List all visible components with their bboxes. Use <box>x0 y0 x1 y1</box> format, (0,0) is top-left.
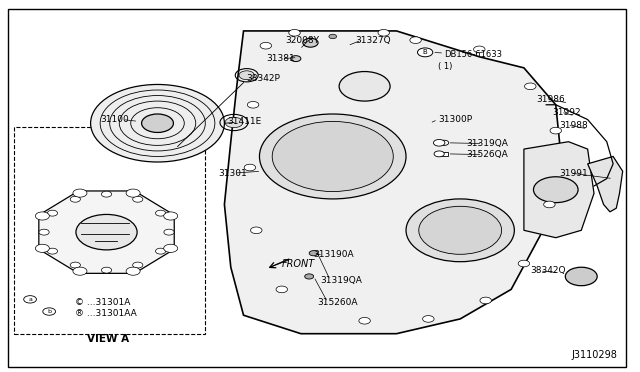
Circle shape <box>126 189 140 197</box>
Text: ® ...31301AA: ® ...31301AA <box>75 309 136 318</box>
Text: 38342Q: 38342Q <box>531 266 566 275</box>
Circle shape <box>47 210 58 216</box>
Circle shape <box>70 262 81 268</box>
Circle shape <box>565 267 597 286</box>
Text: 31992: 31992 <box>552 108 581 117</box>
Text: b: b <box>47 309 51 314</box>
Circle shape <box>307 38 314 42</box>
Circle shape <box>378 29 390 36</box>
Circle shape <box>101 267 111 273</box>
Circle shape <box>126 267 140 275</box>
Circle shape <box>525 83 536 90</box>
Circle shape <box>43 308 56 315</box>
Text: 31301: 31301 <box>218 169 247 177</box>
Text: 31988: 31988 <box>559 121 588 129</box>
Circle shape <box>70 196 81 202</box>
Circle shape <box>433 140 445 146</box>
Circle shape <box>480 297 492 304</box>
Circle shape <box>91 84 225 162</box>
Circle shape <box>303 38 318 47</box>
Circle shape <box>47 248 58 254</box>
Circle shape <box>272 121 394 192</box>
Circle shape <box>164 229 174 235</box>
Circle shape <box>276 286 287 293</box>
Circle shape <box>305 274 314 279</box>
Circle shape <box>406 199 515 262</box>
Circle shape <box>291 56 301 62</box>
Circle shape <box>534 177 578 203</box>
Circle shape <box>73 189 87 197</box>
Circle shape <box>76 214 137 250</box>
Text: B: B <box>423 49 428 55</box>
Circle shape <box>39 229 49 235</box>
Circle shape <box>474 46 485 53</box>
Circle shape <box>417 48 433 57</box>
Circle shape <box>259 114 406 199</box>
Text: 32008Y: 32008Y <box>285 36 319 45</box>
Text: 315260A: 315260A <box>317 298 357 307</box>
Circle shape <box>550 127 561 134</box>
Text: ( 1): ( 1) <box>438 61 452 71</box>
Circle shape <box>440 140 449 145</box>
Circle shape <box>35 244 49 252</box>
Circle shape <box>518 260 530 267</box>
Circle shape <box>141 114 173 132</box>
Text: © ...31301A: © ...31301A <box>75 298 130 307</box>
Text: 313190A: 313190A <box>314 250 355 259</box>
Text: 31327Q: 31327Q <box>355 36 390 45</box>
Circle shape <box>422 315 434 322</box>
Text: VIEW A: VIEW A <box>88 334 129 344</box>
Text: 31381: 31381 <box>266 54 294 63</box>
Circle shape <box>24 296 36 303</box>
Bar <box>14 127 205 334</box>
Circle shape <box>132 196 143 202</box>
Circle shape <box>309 251 318 256</box>
Text: 31526QA: 31526QA <box>467 150 508 159</box>
Bar <box>440 152 448 156</box>
Circle shape <box>247 102 259 108</box>
Circle shape <box>239 71 254 80</box>
Circle shape <box>289 29 300 36</box>
Text: 31986: 31986 <box>537 95 565 104</box>
Circle shape <box>244 164 255 171</box>
Circle shape <box>260 42 271 49</box>
Circle shape <box>419 206 502 254</box>
Text: 38342P: 38342P <box>246 74 280 83</box>
Polygon shape <box>524 142 594 238</box>
Polygon shape <box>39 191 174 273</box>
Circle shape <box>250 227 262 234</box>
Text: a: a <box>28 297 32 302</box>
Circle shape <box>132 262 143 268</box>
Circle shape <box>73 267 87 275</box>
Polygon shape <box>225 31 562 334</box>
Text: 31319QA: 31319QA <box>320 276 362 285</box>
Circle shape <box>35 212 49 220</box>
Polygon shape <box>588 157 623 212</box>
Circle shape <box>359 317 371 324</box>
Text: J3110298: J3110298 <box>572 350 618 360</box>
Text: DB156-61633: DB156-61633 <box>444 51 502 60</box>
Circle shape <box>329 34 337 39</box>
Circle shape <box>164 212 178 220</box>
Circle shape <box>156 210 166 216</box>
Circle shape <box>434 151 444 157</box>
Circle shape <box>164 244 178 252</box>
Text: 31300P: 31300P <box>438 115 472 124</box>
Circle shape <box>101 191 111 197</box>
Text: FRONT: FRONT <box>282 259 315 269</box>
Circle shape <box>543 201 555 208</box>
Circle shape <box>339 71 390 101</box>
Circle shape <box>156 248 166 254</box>
Text: 31411E: 31411E <box>228 117 262 126</box>
Text: 31319QA: 31319QA <box>467 139 508 148</box>
Circle shape <box>410 37 421 44</box>
Text: 31100: 31100 <box>100 115 129 124</box>
Circle shape <box>225 117 243 128</box>
Text: 31991: 31991 <box>559 169 588 177</box>
